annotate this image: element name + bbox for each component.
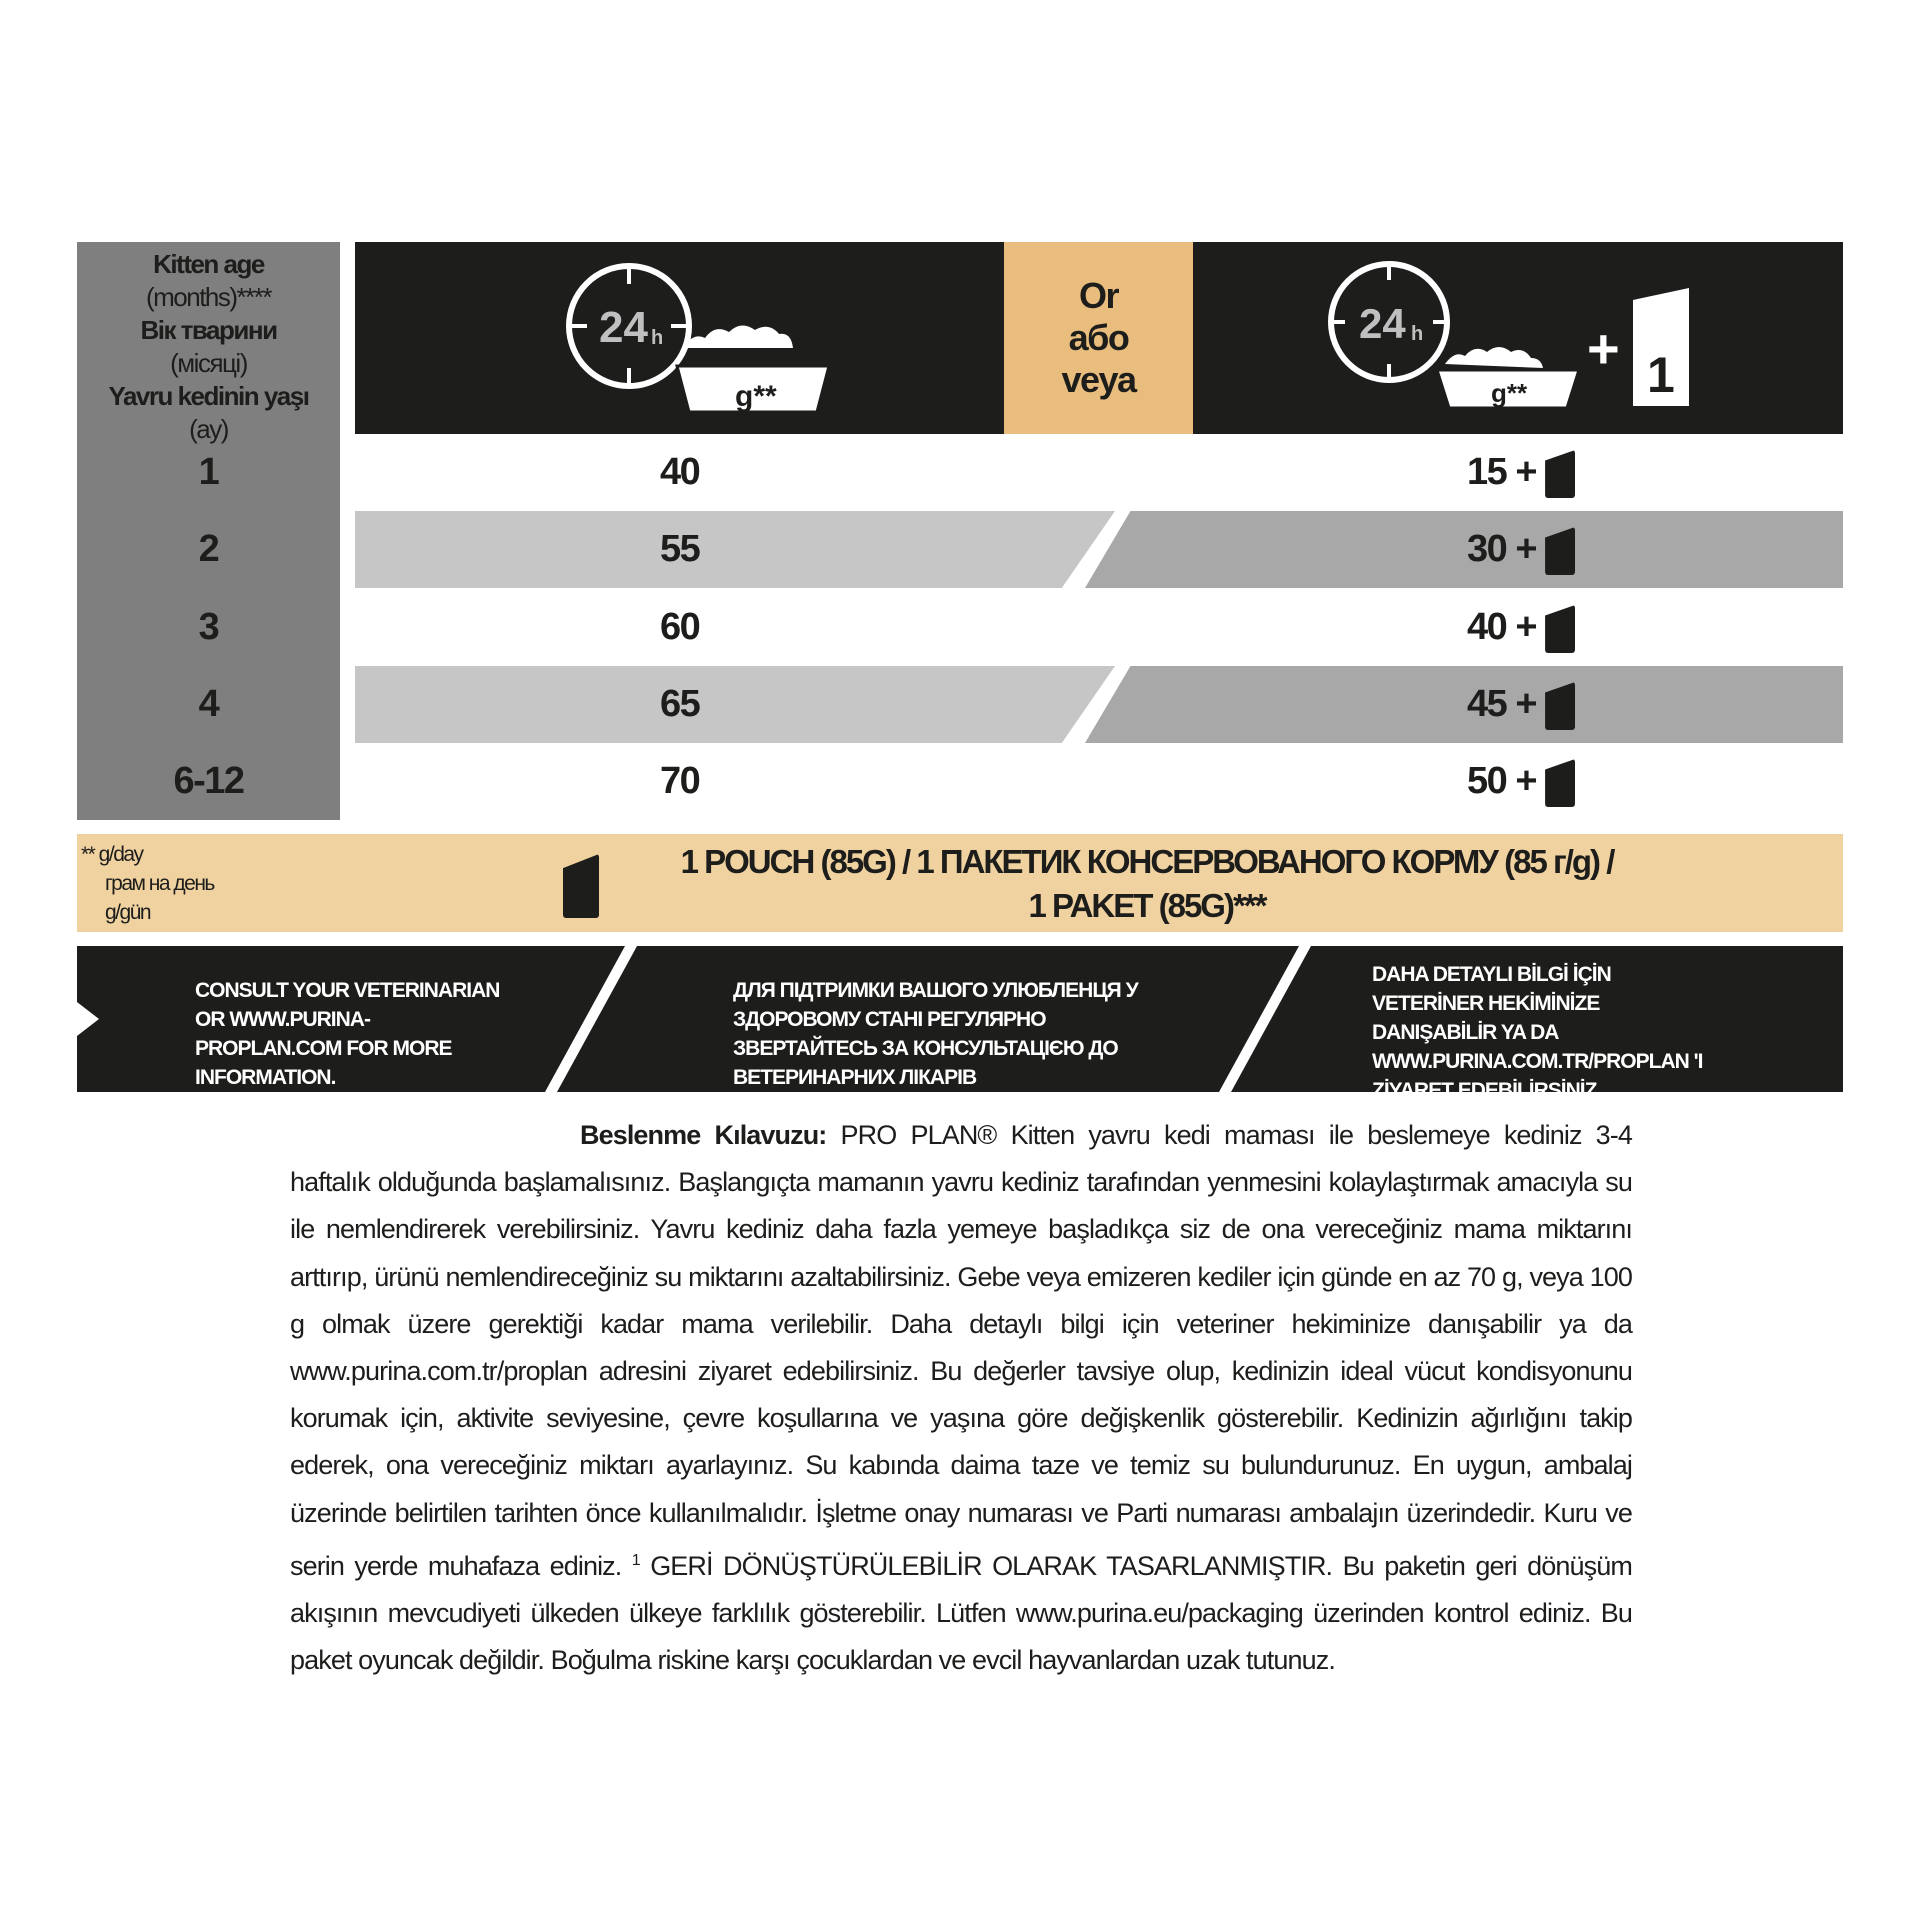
svg-text:24: 24: [599, 303, 648, 352]
mixed-amount: 45 +: [1467, 666, 1576, 743]
or-label: Or: [1078, 275, 1120, 316]
info-text-en: CONSULT YOUR VETERINARIAN OR WWW.PURINA-…: [195, 979, 500, 1089]
guide-body: Kitten yavru kedi maması ile beslemeye k…: [290, 1120, 1633, 1581]
info-text-tr: DAHA DETAYLI BİLGİ İÇİN VETERİNER HEKİMİ…: [1372, 963, 1703, 1102]
legend-band: ** g/day грам на день g/gün 1 POUCH (85G…: [77, 834, 1843, 932]
pouch-definition: 1 POUCH (85G) / 1 ПАКЕТИК КОНСЕРВОВАНОГО…: [680, 843, 1616, 924]
clock-24h-bowl-plus-pouch-icon: 24 h g** + 1: [1328, 261, 1689, 410]
age-column: Kitten age (months)**** Вік тварини (міс…: [77, 242, 340, 820]
header-line: Yavru kedinin yaşı: [108, 381, 310, 411]
unit-note: ** g/day грам на день g/gün: [81, 843, 215, 924]
dry-amount: 65: [660, 683, 701, 725]
pouch-icon: [1545, 758, 1576, 807]
mixed-amount: 50 +: [1467, 743, 1576, 820]
table-row: 55 30 +: [355, 511, 1843, 588]
pouch-icon: [1545, 604, 1576, 653]
age-cell: 1: [198, 451, 220, 493]
table-row: 60 40 +: [355, 589, 1843, 666]
age-cell: 4: [198, 683, 220, 725]
guide-title: Beslenme Kılavuzu:: [580, 1120, 827, 1150]
svg-text:g**: g**: [735, 380, 777, 413]
guide-body-2: Bu paketin geri dönüşüm akışının mevcudi…: [290, 1550, 1633, 1676]
header-line: (місяці): [170, 348, 248, 378]
header-line: (months)****: [145, 282, 273, 312]
footnote-mark: 1: [631, 1551, 641, 1569]
dry-amount: 70: [660, 760, 701, 802]
dry-amount: 55: [660, 528, 701, 570]
pouch-icon: [1545, 449, 1576, 498]
svg-text:g**: g**: [1491, 378, 1528, 408]
age-cell: 6-12: [173, 760, 245, 802]
header-line: Kitten age: [153, 249, 265, 279]
age-cell: 2: [198, 528, 220, 570]
info-band: CONSULT YOUR VETERINARIAN OR WWW.PURINA-…: [77, 946, 1843, 1102]
dry-amount: 40: [660, 451, 701, 493]
table-row: 40 15 +: [355, 434, 1843, 511]
or-label: або: [1068, 317, 1130, 358]
mixed-amount: 40 +: [1467, 589, 1576, 666]
svg-text:24: 24: [1359, 300, 1406, 347]
header-line: (ay): [189, 414, 229, 444]
age-column-header: Kitten age (months)**** Вік тварини (міс…: [77, 248, 340, 446]
svg-text:h: h: [651, 327, 663, 349]
pouch-icon: [1545, 681, 1576, 730]
table-header: 24 h g** Or або veya 24 h g** + 1: [355, 242, 1843, 434]
or-cell: Or або veya: [1004, 242, 1193, 434]
age-cell: 3: [198, 606, 220, 648]
pouch-icon: [1545, 526, 1576, 575]
pouch-icon: [563, 854, 599, 918]
brand-name: PRO PLAN®: [840, 1120, 998, 1150]
recycle-note: GERİ DÖNÜŞTÜRÜLEBİLİR OLARAK TASARLANMIŞ…: [650, 1550, 1333, 1581]
feeding-guide-text: Beslenme Kılavuzu: PRO PLAN® Kitten yavr…: [290, 1112, 1633, 1684]
band-dividers: [77, 946, 1311, 1092]
clock-24h-bowl-icon: 24 h g**: [566, 263, 831, 414]
svg-text:+: +: [1587, 317, 1620, 380]
or-label: veya: [1061, 359, 1137, 400]
dry-amount: 60: [660, 606, 701, 648]
svg-text:h: h: [1411, 323, 1423, 345]
svg-text:1: 1: [1647, 347, 1675, 403]
mixed-amount: 15 +: [1467, 434, 1576, 511]
info-text-uk: ДЛЯ ПІДТРИМКИ ВАШОГО УЛЮБЛЕНЦЯ У ЗДОРОВО…: [733, 979, 1139, 1089]
mixed-amount: 30 +: [1467, 511, 1576, 588]
header-line: Вік тварини: [140, 315, 278, 345]
table-row: 70 50 +: [355, 743, 1843, 820]
table-row: 65 45 +: [355, 666, 1843, 743]
